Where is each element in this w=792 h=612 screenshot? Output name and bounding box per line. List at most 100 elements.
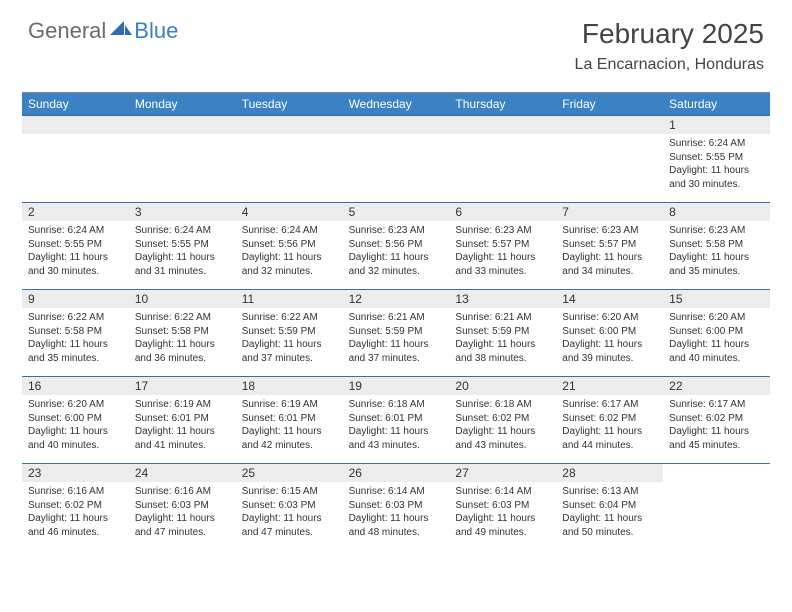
day-number: 23	[22, 464, 129, 482]
day-number: 8	[663, 203, 770, 221]
day-number: 25	[236, 464, 343, 482]
day-body: Sunrise: 6:21 AMSunset: 5:59 PMDaylight:…	[449, 308, 556, 369]
weekday-header: Friday	[556, 93, 663, 115]
daylight-text: Daylight: 11 hours and 35 minutes.	[669, 251, 764, 278]
day-cell: 3Sunrise: 6:24 AMSunset: 5:55 PMDaylight…	[129, 203, 236, 289]
day-body: Sunrise: 6:24 AMSunset: 5:55 PMDaylight:…	[22, 221, 129, 282]
sunset-text: Sunset: 5:57 PM	[562, 238, 657, 252]
weekday-header: Monday	[129, 93, 236, 115]
sunset-text: Sunset: 6:02 PM	[562, 412, 657, 426]
sunset-text: Sunset: 5:59 PM	[242, 325, 337, 339]
day-number: 15	[663, 290, 770, 308]
day-body: Sunrise: 6:16 AMSunset: 6:03 PMDaylight:…	[129, 482, 236, 543]
day-number: 26	[343, 464, 450, 482]
sunrise-text: Sunrise: 6:24 AM	[669, 137, 764, 151]
sunset-text: Sunset: 6:00 PM	[28, 412, 123, 426]
weekday-header: Sunday	[22, 93, 129, 115]
daylight-text: Daylight: 11 hours and 34 minutes.	[562, 251, 657, 278]
empty-day-bar	[236, 116, 343, 134]
day-cell: 27Sunrise: 6:14 AMSunset: 6:03 PMDayligh…	[449, 464, 556, 550]
day-body: Sunrise: 6:14 AMSunset: 6:03 PMDaylight:…	[449, 482, 556, 543]
day-number: 9	[22, 290, 129, 308]
daylight-text: Daylight: 11 hours and 39 minutes.	[562, 338, 657, 365]
day-number: 6	[449, 203, 556, 221]
day-cell: 11Sunrise: 6:22 AMSunset: 5:59 PMDayligh…	[236, 290, 343, 376]
sunset-text: Sunset: 6:02 PM	[28, 499, 123, 513]
sunrise-text: Sunrise: 6:21 AM	[455, 311, 550, 325]
empty-day-bar	[129, 116, 236, 134]
day-body: Sunrise: 6:24 AMSunset: 5:55 PMDaylight:…	[129, 221, 236, 282]
day-cell: 6Sunrise: 6:23 AMSunset: 5:57 PMDaylight…	[449, 203, 556, 289]
day-body: Sunrise: 6:15 AMSunset: 6:03 PMDaylight:…	[236, 482, 343, 543]
daylight-text: Daylight: 11 hours and 47 minutes.	[135, 512, 230, 539]
day-body: Sunrise: 6:21 AMSunset: 5:59 PMDaylight:…	[343, 308, 450, 369]
day-number: 11	[236, 290, 343, 308]
day-body: Sunrise: 6:23 AMSunset: 5:56 PMDaylight:…	[343, 221, 450, 282]
weekday-header: Thursday	[449, 93, 556, 115]
sunrise-text: Sunrise: 6:24 AM	[28, 224, 123, 238]
daylight-text: Daylight: 11 hours and 41 minutes.	[135, 425, 230, 452]
day-cell: 2Sunrise: 6:24 AMSunset: 5:55 PMDaylight…	[22, 203, 129, 289]
sunset-text: Sunset: 6:00 PM	[669, 325, 764, 339]
day-body: Sunrise: 6:22 AMSunset: 5:58 PMDaylight:…	[22, 308, 129, 369]
sunset-text: Sunset: 5:58 PM	[669, 238, 764, 252]
day-cell: 8Sunrise: 6:23 AMSunset: 5:58 PMDaylight…	[663, 203, 770, 289]
day-body: Sunrise: 6:24 AMSunset: 5:55 PMDaylight:…	[663, 134, 770, 195]
sunrise-text: Sunrise: 6:15 AM	[242, 485, 337, 499]
sunset-text: Sunset: 6:02 PM	[455, 412, 550, 426]
day-number: 2	[22, 203, 129, 221]
sunrise-text: Sunrise: 6:22 AM	[242, 311, 337, 325]
day-cell: 25Sunrise: 6:15 AMSunset: 6:03 PMDayligh…	[236, 464, 343, 550]
daylight-text: Daylight: 11 hours and 49 minutes.	[455, 512, 550, 539]
day-body: Sunrise: 6:16 AMSunset: 6:02 PMDaylight:…	[22, 482, 129, 543]
logo-text-general: General	[28, 18, 106, 44]
day-cell: 10Sunrise: 6:22 AMSunset: 5:58 PMDayligh…	[129, 290, 236, 376]
day-body: Sunrise: 6:19 AMSunset: 6:01 PMDaylight:…	[236, 395, 343, 456]
daylight-text: Daylight: 11 hours and 42 minutes.	[242, 425, 337, 452]
day-number: 19	[343, 377, 450, 395]
day-cell: 23Sunrise: 6:16 AMSunset: 6:02 PMDayligh…	[22, 464, 129, 550]
calendar: SundayMondayTuesdayWednesdayThursdayFrid…	[22, 92, 770, 550]
empty-day-cell	[22, 116, 129, 202]
daylight-text: Daylight: 11 hours and 43 minutes.	[455, 425, 550, 452]
sunrise-text: Sunrise: 6:16 AM	[28, 485, 123, 499]
sunrise-text: Sunrise: 6:17 AM	[562, 398, 657, 412]
sunset-text: Sunset: 6:01 PM	[135, 412, 230, 426]
daylight-text: Daylight: 11 hours and 30 minutes.	[669, 164, 764, 191]
daylight-text: Daylight: 11 hours and 38 minutes.	[455, 338, 550, 365]
daylight-text: Daylight: 11 hours and 30 minutes.	[28, 251, 123, 278]
day-cell: 1Sunrise: 6:24 AMSunset: 5:55 PMDaylight…	[663, 116, 770, 202]
day-cell: 21Sunrise: 6:17 AMSunset: 6:02 PMDayligh…	[556, 377, 663, 463]
sunrise-text: Sunrise: 6:18 AM	[455, 398, 550, 412]
sunrise-text: Sunrise: 6:14 AM	[349, 485, 444, 499]
daylight-text: Daylight: 11 hours and 31 minutes.	[135, 251, 230, 278]
empty-day-cell	[236, 116, 343, 202]
day-cell: 20Sunrise: 6:18 AMSunset: 6:02 PMDayligh…	[449, 377, 556, 463]
day-cell: 4Sunrise: 6:24 AMSunset: 5:56 PMDaylight…	[236, 203, 343, 289]
day-number: 4	[236, 203, 343, 221]
weekday-header-row: SundayMondayTuesdayWednesdayThursdayFrid…	[22, 93, 770, 115]
day-cell: 19Sunrise: 6:18 AMSunset: 6:01 PMDayligh…	[343, 377, 450, 463]
sunset-text: Sunset: 6:03 PM	[242, 499, 337, 513]
sunset-text: Sunset: 5:55 PM	[669, 151, 764, 165]
daylight-text: Daylight: 11 hours and 37 minutes.	[349, 338, 444, 365]
daylight-text: Daylight: 11 hours and 47 minutes.	[242, 512, 337, 539]
day-body: Sunrise: 6:18 AMSunset: 6:02 PMDaylight:…	[449, 395, 556, 456]
sunset-text: Sunset: 6:01 PM	[349, 412, 444, 426]
daylight-text: Daylight: 11 hours and 40 minutes.	[28, 425, 123, 452]
day-number: 10	[129, 290, 236, 308]
day-cell: 9Sunrise: 6:22 AMSunset: 5:58 PMDaylight…	[22, 290, 129, 376]
empty-day-cell	[343, 116, 450, 202]
sunrise-text: Sunrise: 6:18 AM	[349, 398, 444, 412]
daylight-text: Daylight: 11 hours and 50 minutes.	[562, 512, 657, 539]
sunrise-text: Sunrise: 6:23 AM	[455, 224, 550, 238]
weekday-header: Saturday	[663, 93, 770, 115]
sunrise-text: Sunrise: 6:16 AM	[135, 485, 230, 499]
day-cell: 12Sunrise: 6:21 AMSunset: 5:59 PMDayligh…	[343, 290, 450, 376]
empty-day-bar	[556, 116, 663, 134]
logo-text-blue: Blue	[134, 18, 178, 44]
day-body: Sunrise: 6:23 AMSunset: 5:58 PMDaylight:…	[663, 221, 770, 282]
sunset-text: Sunset: 5:58 PM	[135, 325, 230, 339]
day-number: 1	[663, 116, 770, 134]
daylight-text: Daylight: 11 hours and 46 minutes.	[28, 512, 123, 539]
